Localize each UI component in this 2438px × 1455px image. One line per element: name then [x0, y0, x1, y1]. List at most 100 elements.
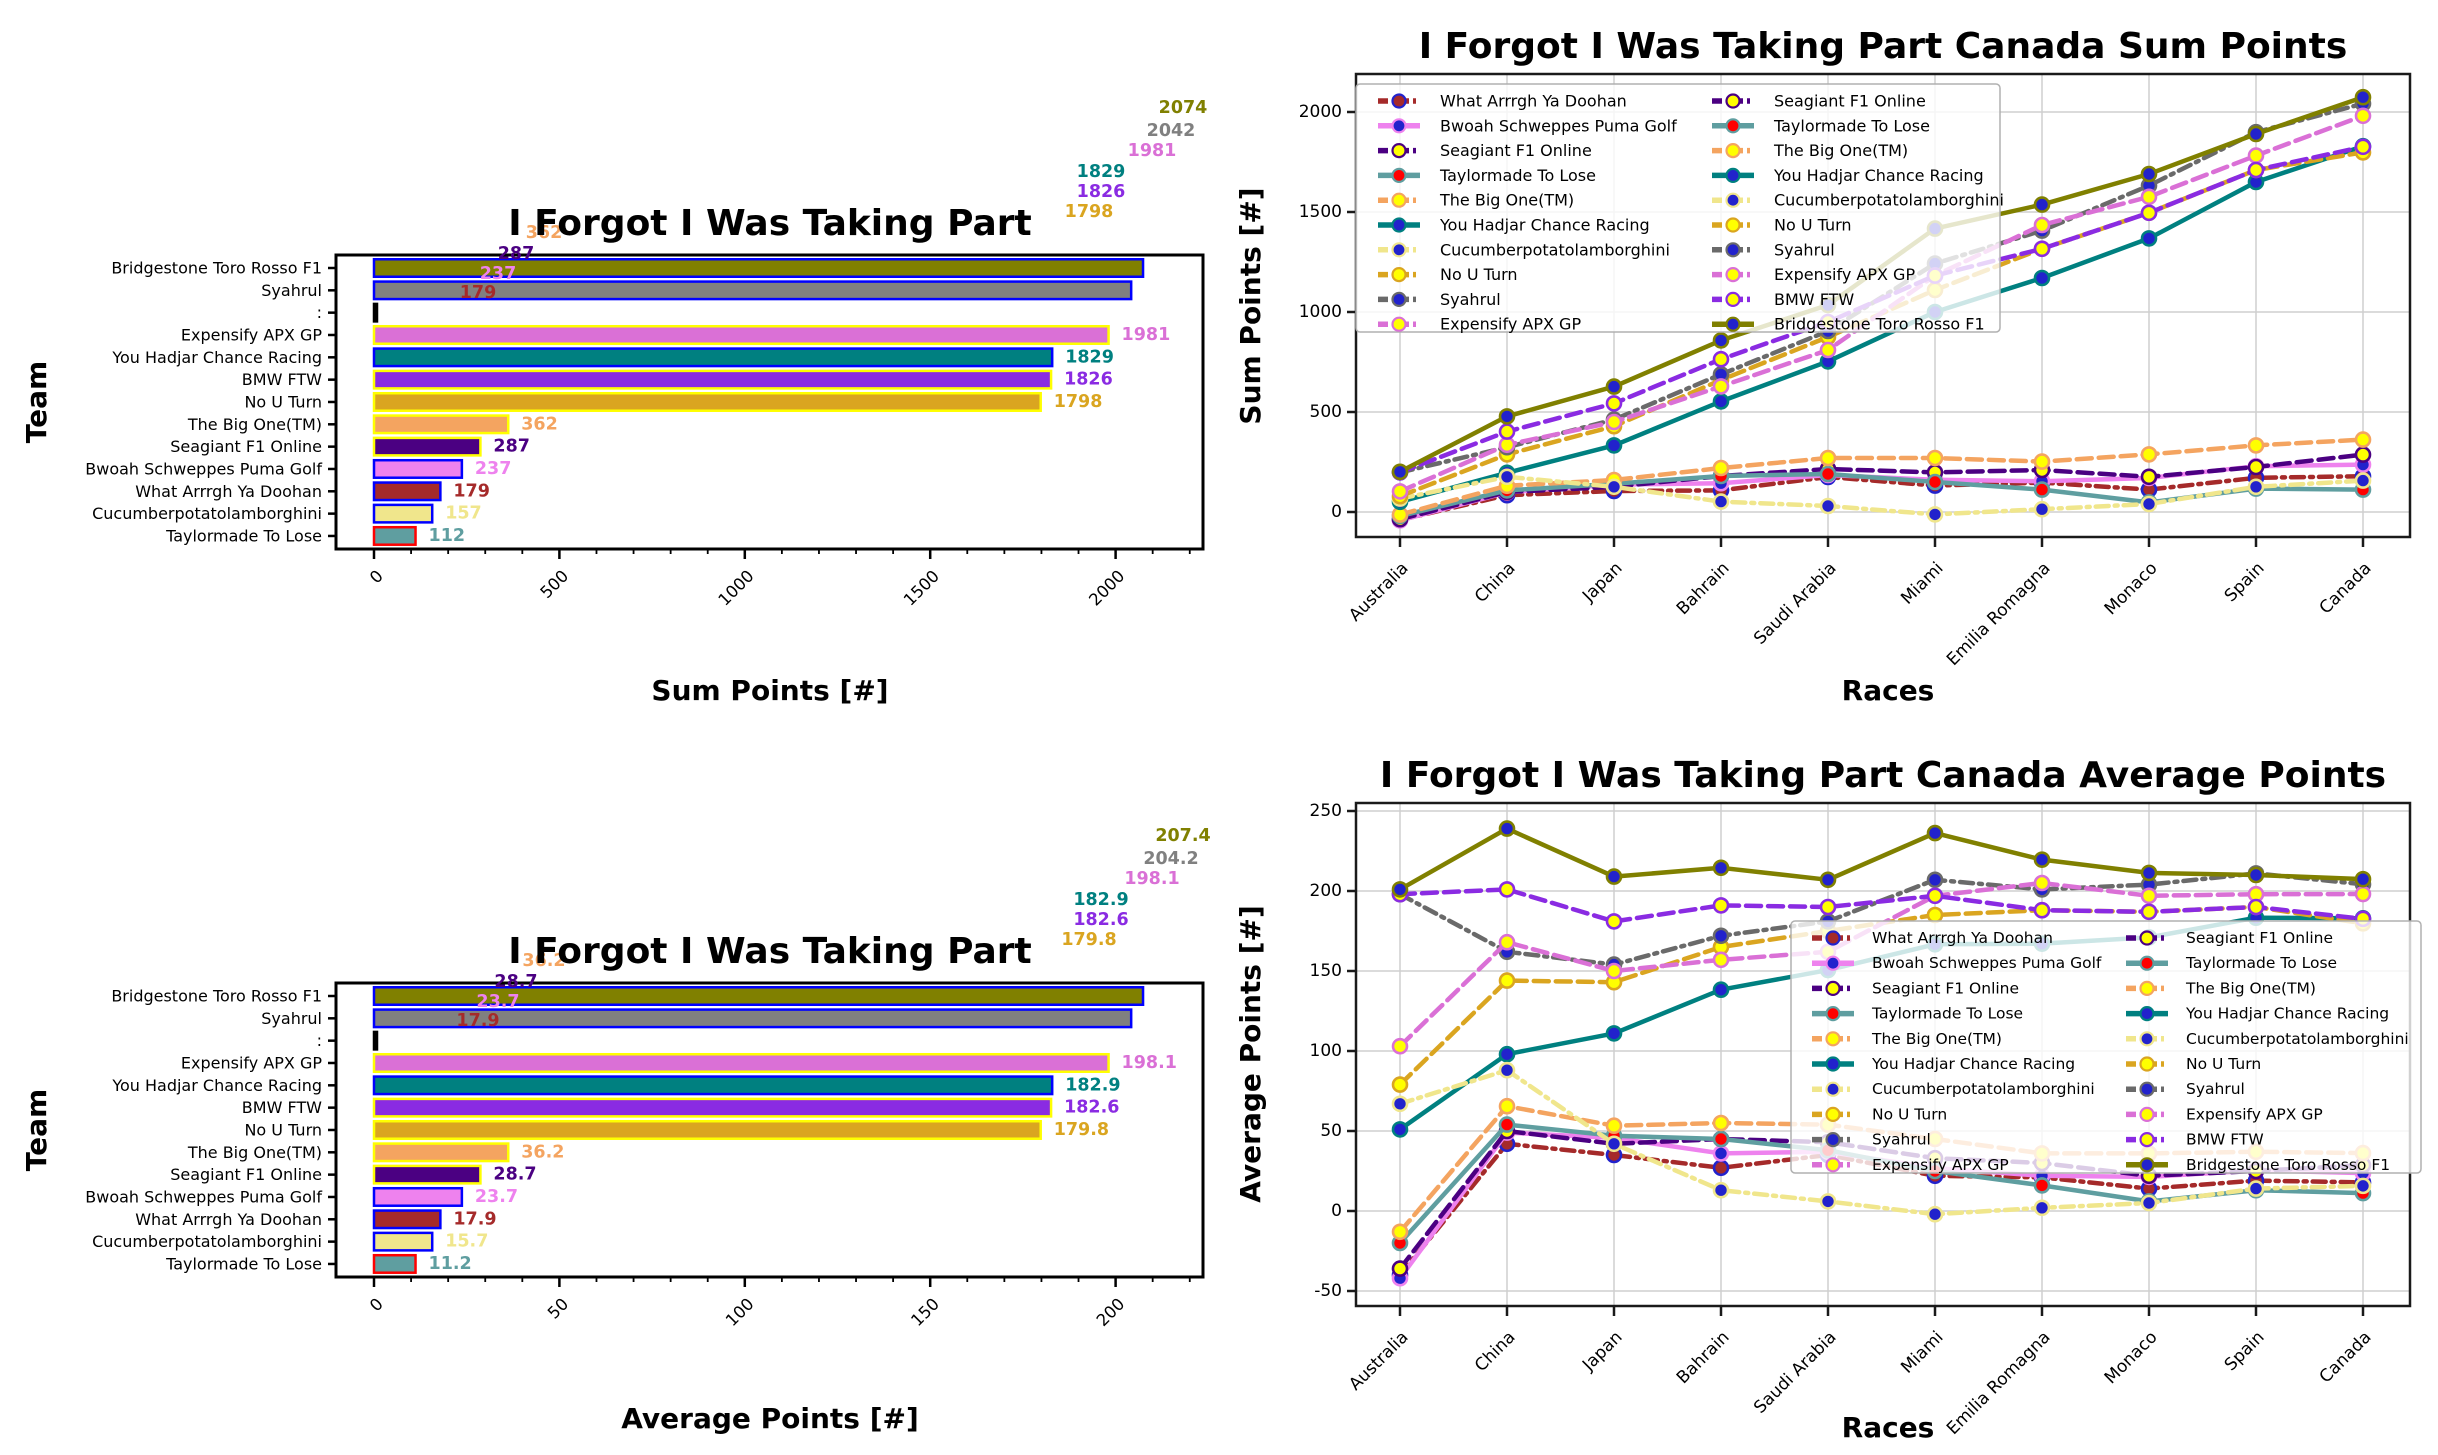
data-point: [1712, 393, 1730, 410]
legend-label: The Big One(TM): [1773, 141, 1908, 160]
bar-value-label: 198.1: [1122, 1053, 1177, 1073]
legend-label: You Hadjar Chance Racing: [1439, 216, 1650, 235]
stacked-value-label: 182.9: [1073, 890, 1128, 910]
team-tick-label: No U Turn: [244, 392, 322, 411]
legend-marker: [1391, 118, 1407, 134]
y-tick-label: 0: [1331, 502, 1342, 522]
legend-label: Taylormade To Lose: [1773, 116, 1930, 135]
legend-label: You Hadjar Chance Racing: [1773, 166, 1984, 185]
data-point: [1391, 1223, 1409, 1241]
bar-value-label: 182.9: [1065, 1075, 1120, 1095]
data-point: [1391, 1095, 1409, 1113]
data-point: [2354, 885, 2372, 903]
team-tick-label: Taylormade To Lose: [165, 1254, 322, 1273]
line-series-Cucumberpotatolamborghini: [1391, 1061, 2372, 1223]
y-axis-label: Team: [20, 1089, 53, 1171]
bar-Seagiant F1 Online: [372, 1164, 482, 1185]
legend-label: Syahrul: [2186, 1080, 2245, 1098]
data-point: [2354, 431, 2372, 448]
bar-You Hadjar Chance Racing: [372, 347, 1054, 368]
team-tick-label: Cucumberpotatolamborghini: [92, 1232, 322, 1251]
team-tick-label: What Arrrgh Ya Doohan: [135, 482, 322, 501]
avg_line-chart: -50 0 50 100 150 200 250 Australia China Japan Bah…: [1234, 755, 2422, 1444]
legend-marker: [2139, 1005, 2155, 1022]
legend-label: Expensify APX GP: [1872, 1156, 2009, 1174]
bar-value-label: 157: [445, 504, 482, 524]
data-point: [1498, 1097, 1516, 1115]
data-point: [2247, 458, 2265, 476]
legend-marker: [1391, 167, 1407, 183]
y-tick-label: 150: [1310, 961, 1342, 981]
team-tick-label: Seagiant F1 Online: [170, 437, 322, 456]
y-tick-label: 1500: [1299, 202, 1342, 222]
data-point: [1605, 437, 1623, 454]
x-tick-label: Bahrain: [1673, 558, 1734, 619]
data-point: [2247, 866, 2265, 884]
x-tick-label: Saudi Arabia: [1750, 1327, 1840, 1417]
legend-marker: [1391, 217, 1407, 233]
legend-marker: [2139, 980, 2155, 997]
x-axis-label: Races: [1842, 1411, 1935, 1444]
legend-box: [1355, 83, 2001, 333]
team-tick-label: What Arrrgh Ya Doohan: [135, 1210, 322, 1229]
legend-label: Seagiant F1 Online: [1440, 141, 1592, 160]
data-point: [2140, 468, 2158, 486]
bar-value-label: 11.2: [429, 1254, 472, 1274]
y-tick-label: 2000: [1299, 102, 1342, 122]
legend-marker: [2139, 1106, 2155, 1123]
stacked-value-label: 36.2: [522, 951, 565, 971]
data-point: [1926, 506, 1944, 523]
data-point: [1712, 927, 1730, 945]
bar-Syahrul: [372, 1008, 1133, 1029]
data-point: [1605, 1117, 1623, 1135]
team-tick-label: Syahrul: [261, 281, 322, 300]
x-tick-label: Miami: [1897, 1327, 1947, 1377]
bar-value-label: 1798: [1054, 392, 1103, 412]
data-point: [1391, 483, 1409, 500]
legend-marker: [2139, 930, 2155, 946]
team-tick-label: Bwoah Schweppes Puma Golf: [85, 1187, 322, 1206]
legend-label: Expensify APX GP: [1440, 315, 1581, 334]
x-tick-label: Emilia Romagna: [1943, 558, 2055, 670]
team-tick-label: BMW FTW: [242, 1098, 322, 1117]
legend-label: Expensify APX GP: [1774, 265, 1915, 284]
sum_line-chart: 0 500 1000 1500 2000 Australia China Japan Bahra…: [1234, 26, 2412, 707]
team-tick-label: Bridgestone Toro Rosso F1: [111, 259, 322, 278]
legend-label: Seagiant F1 Online: [2186, 929, 2333, 947]
data-point: [2140, 230, 2158, 247]
data-point: [1926, 473, 1944, 491]
bar-Expensify APX GP: [372, 1052, 1110, 1073]
legend-label: Bwoah Schweppes Puma Golf: [1440, 116, 1677, 135]
legend-marker: [1391, 93, 1407, 109]
data-point: [2033, 874, 2051, 892]
x-tick-label: Australia: [1345, 1327, 1412, 1394]
bar-Expensify APX GP: [372, 324, 1110, 345]
stacked-value-label: 287: [498, 244, 535, 264]
chart-title: I Forgot I Was Taking Part: [508, 931, 1032, 972]
team-tick-label: No U Turn: [244, 1120, 322, 1139]
x-tick-label: Japan: [1578, 558, 1626, 606]
legend-label: BMW FTW: [2186, 1131, 2264, 1149]
bar-value-label: 182.6: [1064, 1098, 1119, 1118]
team-tick-label: :: [317, 1031, 322, 1050]
bar-value-label: 112: [429, 526, 466, 546]
x-tick-label: 100: [722, 1294, 758, 1330]
plot-border: [334, 981, 1205, 1279]
x-axis-label: Average Points [#]: [621, 1402, 919, 1435]
data-point: [1819, 871, 1837, 889]
y-tick-label: 50: [1320, 1121, 1342, 1141]
x-axis-label: Races: [1842, 674, 1935, 707]
legend-label: You Hadjar Chance Racing: [1871, 1055, 2075, 1073]
bar-:: [372, 302, 379, 323]
data-point: [2033, 481, 2051, 498]
data-point: [2247, 161, 2265, 179]
legend-marker: [1391, 316, 1407, 332]
data-point: [2247, 1180, 2265, 1197]
data-point: [1712, 1181, 1730, 1199]
x-tick-label: Emilia Romagna: [1943, 1327, 2055, 1439]
x-tick-label: 1500: [900, 566, 943, 609]
bar-Bwoah Schweppes Puma Golf: [372, 458, 464, 479]
data-point: [1391, 1037, 1409, 1055]
data-point: [2033, 851, 2051, 868]
legend-marker: [1825, 980, 1841, 997]
